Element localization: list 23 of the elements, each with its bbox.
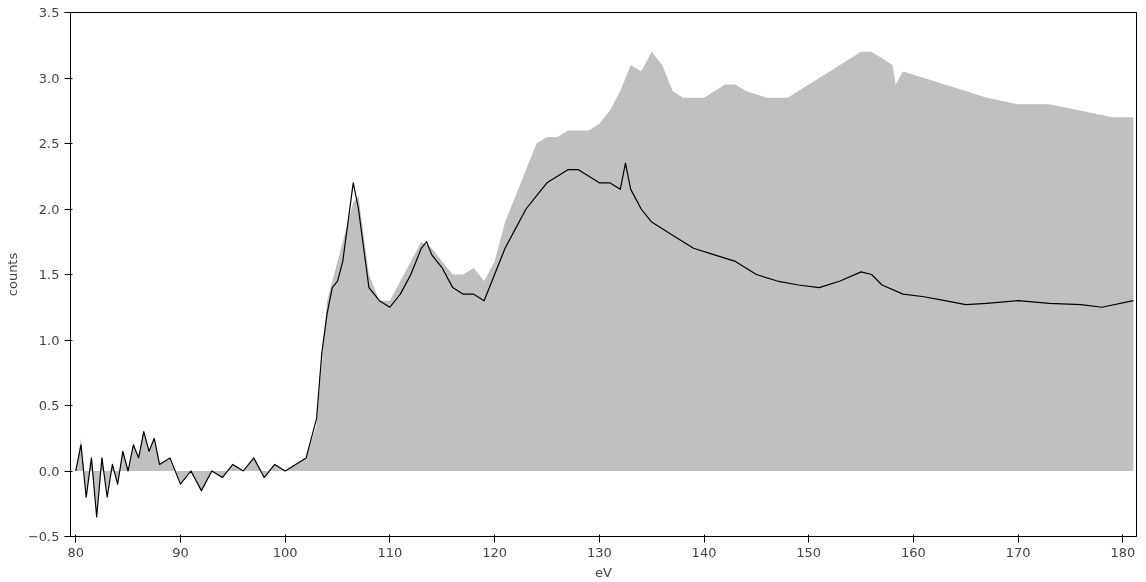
x-tick-label: 150 xyxy=(796,544,822,560)
y-tick-label: 3.0 xyxy=(38,70,60,86)
x-tick-label: 80 xyxy=(67,544,85,560)
x-tick-label: 100 xyxy=(272,544,298,560)
y-tick-label: 3.5 xyxy=(38,5,60,20)
y-tick-label: 0.0 xyxy=(38,463,60,479)
y-tick-label: −0.5 xyxy=(27,529,60,544)
x-axis-title: eV xyxy=(595,564,613,580)
x-tick-label: 130 xyxy=(586,544,612,560)
x-tick-label: 110 xyxy=(377,544,403,560)
y-axis-title: counts xyxy=(4,252,20,297)
y-tick-label: 2.5 xyxy=(38,136,60,151)
x-tick-label: 120 xyxy=(482,544,508,560)
y-tick-label: 0.5 xyxy=(38,398,60,413)
line-series xyxy=(75,162,1134,518)
x-tick-label: 180 xyxy=(1110,544,1136,560)
x-tick-label: 160 xyxy=(901,544,926,560)
x-tick-label: 90 xyxy=(172,544,189,560)
y-tick-label: 1.0 xyxy=(38,332,60,348)
y-tick-label: 1.5 xyxy=(38,267,60,282)
x-tick-label: 170 xyxy=(1005,544,1031,560)
x-tick-label: 140 xyxy=(691,544,717,560)
y-tick-label: 2.0 xyxy=(38,201,60,217)
